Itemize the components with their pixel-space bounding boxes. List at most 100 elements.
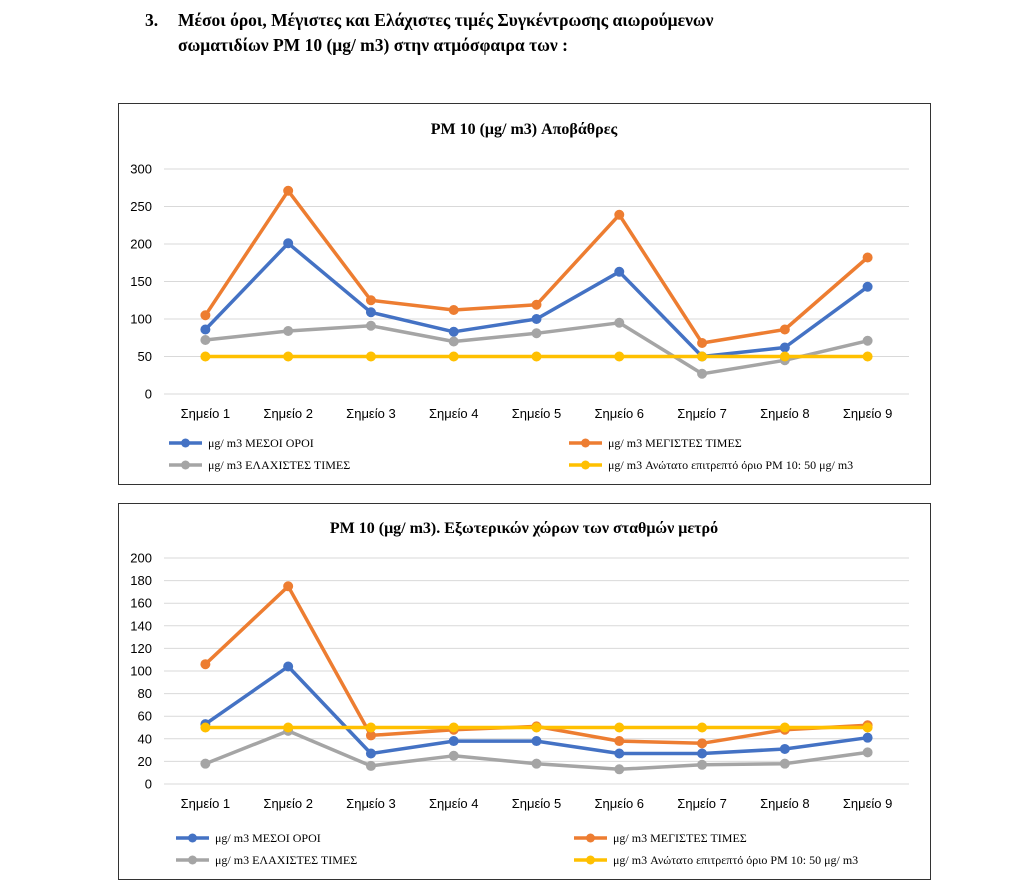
- c1-y-tick-label: 0: [145, 777, 152, 792]
- c0-series-1-point: [779, 324, 790, 335]
- c0-series-1-point: [862, 252, 873, 263]
- c0-series-3-point: [200, 351, 211, 362]
- c1-series-0-point: [365, 748, 376, 759]
- c0-series-2-point: [614, 317, 625, 328]
- c1-series-2-point: [448, 750, 459, 761]
- c1-series-2-point: [365, 760, 376, 771]
- c0-series-3-point: [779, 351, 790, 362]
- c1-series-3-point: [531, 722, 542, 733]
- c0-series-0-point: [448, 326, 459, 337]
- c0-series-2-point: [200, 335, 211, 345]
- c0-series-0-point: [283, 238, 294, 249]
- c0-x-tick-label: Σημείο 2: [263, 406, 313, 421]
- c1-legend-label-1: μg/ m3 ΜΕΓΙΣΤΕΣ ΤΙΜΕΣ: [613, 831, 747, 845]
- c0-x-tick-label: Σημείο 6: [595, 406, 645, 421]
- heading-line-1: Μέσοι όροι, Μέγιστες και Ελάχιστες τιμές…: [178, 10, 714, 30]
- c1-legend-marker-1: [586, 833, 595, 843]
- c1-series-0-point: [697, 748, 708, 759]
- c1-series-3-point: [697, 722, 708, 733]
- c0-series-3-point: [283, 351, 294, 362]
- c1-legend-label-0: μg/ m3 ΜΕΣΟΙ ΟΡΟΙ: [215, 831, 321, 845]
- c1-x-tick-label: Σημείο 7: [677, 796, 727, 811]
- c1-series-3-point: [614, 722, 625, 733]
- c0-y-tick-label: 100: [130, 312, 152, 327]
- c0-y-tick-label: 250: [130, 199, 152, 214]
- c1-y-tick-label: 20: [138, 754, 152, 769]
- c0-series-1-point: [200, 310, 211, 321]
- c0-y-tick-label: 300: [130, 162, 152, 177]
- c1-y-tick-label: 160: [130, 596, 152, 611]
- c0-series-1-point: [614, 209, 625, 220]
- c0-series-2-point: [365, 320, 376, 331]
- chart-metro-exterior-svg: PM 10 (μg/ m3). Εξωτερικών χώρων των στα…: [130, 520, 909, 867]
- c0-series-1-point: [697, 338, 708, 348]
- c1-x-tick-label: Σημείο 4: [429, 796, 479, 811]
- c1-series-0-point: [862, 732, 873, 743]
- c1-series-3-point: [283, 722, 294, 733]
- chart-apovathres-svg: PM 10 (μg/ m3) Αποβάθρες 0 50 100 150 200 250 3…: [130, 121, 909, 472]
- c0-series-2-point: [531, 328, 542, 339]
- c1-series-2-point: [614, 764, 625, 775]
- c0-y-tick-label: 150: [130, 274, 152, 289]
- c0-x-tick-label: Σημείο 3: [346, 406, 396, 421]
- c0-legend-marker-0: [181, 438, 190, 448]
- c0-series-0-point: [365, 307, 376, 318]
- c1-x-tick-label: Σημείο 2: [263, 796, 313, 811]
- c1-x-tick-label: Σημείο 5: [512, 796, 562, 811]
- c0-series-2-point: [448, 336, 459, 347]
- c1-series-line-1: [204, 584, 868, 746]
- chart-apovathres: PM 10 (μg/ m3) Αποβάθρες 0 50 100 150 200 250 3…: [118, 103, 931, 485]
- c0-x-tick-label: Σημείο 7: [677, 406, 727, 421]
- c1-y-tick-label: 60: [138, 709, 152, 724]
- c1-x-tick-label: Σημείο 1: [181, 796, 231, 811]
- c0-y-tick-label: 200: [130, 237, 152, 252]
- c1-x-tick-label: Σημείο 8: [760, 796, 810, 811]
- c1-y-tick-label: 140: [130, 618, 152, 633]
- c1-series-2-point: [531, 758, 542, 769]
- c0-series-1-point: [448, 305, 459, 315]
- c0-series-0-point: [614, 266, 625, 277]
- c0-x-tick-label: Σημείο 5: [512, 406, 562, 421]
- c1-series-1-point: [697, 738, 708, 749]
- c1-series-0-point: [448, 736, 459, 747]
- c1-title: PM 10 (μg/ m3). Εξωτερικών χώρων των στα…: [330, 520, 718, 537]
- c1-series-3-point: [448, 722, 459, 733]
- c0-series-3-point: [614, 351, 625, 362]
- chart-metro-exterior: PM 10 (μg/ m3). Εξωτερικών χώρων των στα…: [118, 503, 931, 880]
- c0-legend-label-1: μg/ m3 ΜΕΓΙΣΤΕΣ ΤΙΜΕΣ: [608, 436, 742, 450]
- c1-y-tick-label: 100: [130, 664, 152, 679]
- c0-legend-marker-1: [581, 438, 590, 448]
- c1-y-tick-label: 40: [138, 731, 152, 746]
- c1-y-tick-label: 200: [130, 551, 152, 566]
- c1-series-0-point: [779, 743, 790, 754]
- c0-legend-label-2: μg/ m3 ΕΛΑΧΙΣΤΕΣ ΤΙΜΕΣ: [208, 458, 350, 472]
- c1-series-0-point: [614, 748, 625, 759]
- c1-legend-label-2: μg/ m3 ΕΛΑΧΙΣΤΕΣ ΤΙΜΕΣ: [215, 853, 357, 867]
- c1-y-tick-label: 180: [130, 573, 152, 588]
- c1-series-2-point: [697, 759, 708, 770]
- c1-x-tick-label: Σημείο 9: [843, 796, 893, 811]
- c1-series-3-point: [862, 722, 873, 733]
- c0-series-0-point: [200, 324, 211, 335]
- c1-legend-marker-2: [188, 855, 197, 865]
- c0-x-tick-label: Σημείο 8: [760, 406, 810, 421]
- section-number: 3.: [145, 10, 159, 30]
- c0-series-1-point: [531, 299, 542, 310]
- c1-x-tick-label: Σημείο 3: [346, 796, 396, 811]
- c1-series-0-point: [531, 736, 542, 747]
- c0-legend-marker-3: [581, 460, 590, 470]
- c1-series-3-point: [200, 722, 211, 733]
- c1-series-2-point: [862, 747, 873, 758]
- heading-line-2: σωματιδίων PM 10 (μg/ m3) στην ατμόσφαιρ…: [178, 35, 568, 55]
- c0-x-tick-label: Σημείο 4: [429, 406, 479, 421]
- c0-series-2-point: [283, 326, 294, 336]
- c1-series-1-point: [283, 581, 294, 592]
- c1-series-3-point: [365, 722, 376, 733]
- c0-series-2-point: [697, 368, 708, 379]
- c0-series-0-point: [531, 314, 542, 324]
- c0-legend-label-0: μg/ m3 ΜΕΣΟΙ ΟΡΟΙ: [208, 436, 314, 450]
- c0-x-tick-label: Σημείο 9: [843, 406, 893, 421]
- c1-y-tick-label: 120: [130, 641, 152, 656]
- c1-legend-marker-0: [188, 833, 197, 843]
- c1-y-tick-label: 80: [138, 686, 152, 701]
